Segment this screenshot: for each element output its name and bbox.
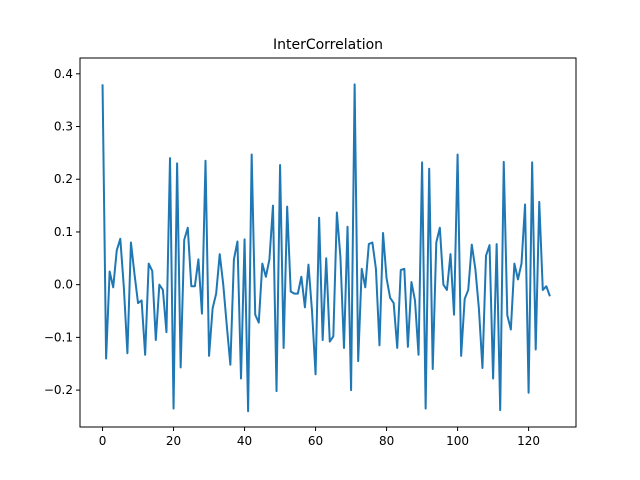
y-tick-label: 0.1: [54, 225, 73, 239]
y-axis: −0.2 −0.1 0.0 0.1 0.2 0.3 0.4: [44, 67, 80, 397]
x-tick-label: 100: [446, 434, 469, 448]
chart-title: InterCorrelation: [273, 37, 383, 53]
x-tick-label: 40: [237, 434, 252, 448]
y-tick-label: 0.4: [54, 67, 73, 81]
x-tick-label: 80: [379, 434, 394, 448]
series-line: [101, 83, 551, 413]
x-tick-label: 0: [99, 434, 107, 448]
x-tick-label: 60: [308, 434, 323, 448]
y-tick-label: 0.3: [54, 120, 73, 134]
y-tick-label: −0.1: [44, 330, 73, 344]
y-tick-label: 0.2: [54, 172, 73, 186]
x-tick-label: 20: [166, 434, 181, 448]
x-tick-label: 120: [517, 434, 540, 448]
y-tick-label: 0.0: [54, 278, 73, 292]
axes-frame: [79, 57, 577, 428]
y-tick-label: −0.2: [44, 383, 73, 397]
plot-area: [101, 83, 551, 413]
x-axis: 0 20 40 60 80 100 120: [99, 427, 540, 448]
